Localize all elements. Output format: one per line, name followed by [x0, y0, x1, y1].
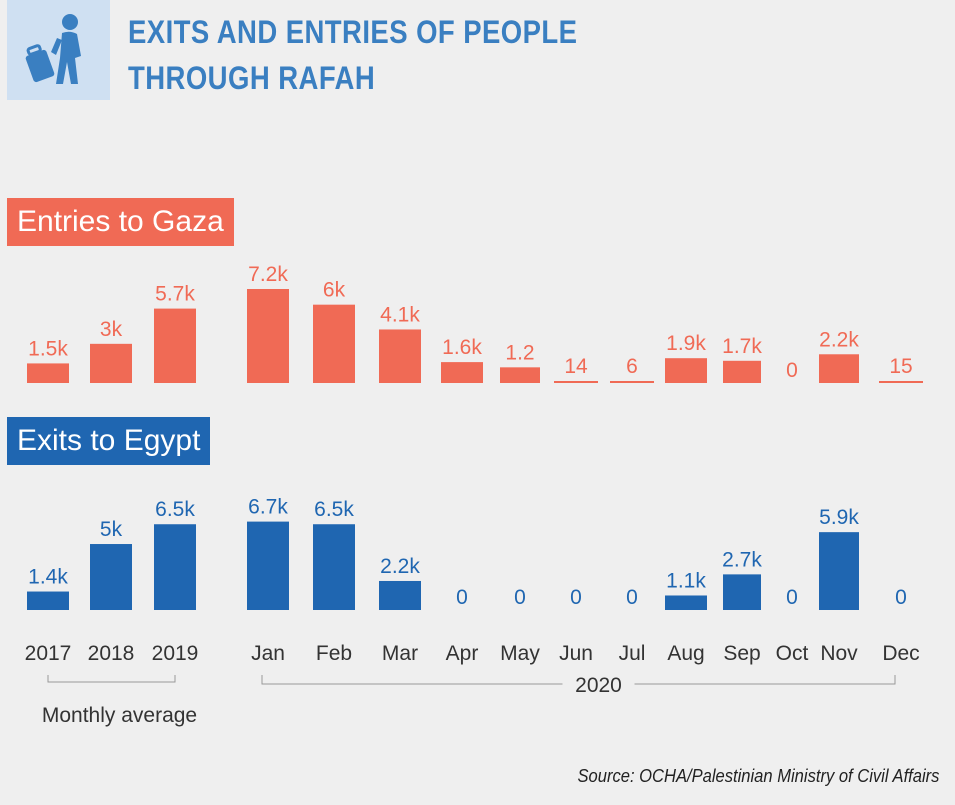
exits-value-label-nov: 5.9k: [819, 506, 859, 529]
exits-value-label-2018: 5k: [100, 518, 123, 541]
entries-value-label-jun: 14: [564, 355, 588, 378]
x-tick-label-jan: Jan: [251, 642, 285, 665]
x-tick-label-nov: Nov: [820, 642, 858, 665]
x-tick-label-mar: Mar: [382, 642, 418, 665]
x-tick-label-2017: 2017: [25, 642, 72, 665]
entries-bar-aug: [665, 358, 707, 383]
exits-value-label-dec: 0: [895, 586, 907, 609]
exits-value-label-2019: 6.5k: [155, 498, 195, 521]
group-label-monthly-average: Monthly average: [42, 704, 197, 727]
entries-bar-jun: [554, 381, 598, 383]
entries-value-label-2018: 3k: [100, 318, 123, 341]
exits-bar-2018: [90, 544, 132, 610]
entries-value-label-dec: 15: [889, 355, 912, 378]
x-tick-label-apr: Apr: [446, 642, 479, 665]
exits-value-label-feb: 6.5k: [314, 498, 354, 521]
entries-value-label-feb: 6k: [323, 279, 346, 302]
exits-bar-mar: [379, 580, 421, 610]
entries-bar-2017: [27, 363, 69, 383]
entries-bar-nov: [819, 354, 859, 383]
entries-bar-2018: [90, 343, 132, 383]
entries-bar-jul: [610, 381, 654, 383]
entries-bar-feb: [313, 304, 355, 383]
entries-value-label-nov: 2.2k: [819, 328, 859, 351]
entries-value-label-aug: 1.9k: [666, 332, 706, 355]
exits-bar-aug: [665, 595, 707, 610]
exits-value-label-sep: 2.7k: [722, 548, 762, 571]
title-line-1: EXITS AND ENTRIES OF PEOPLE: [128, 14, 578, 50]
exits-value-label-oct: 0: [786, 586, 798, 609]
entries-value-label-2019: 5.7k: [155, 283, 195, 306]
exits-bar-jan: [247, 521, 289, 610]
x-tick-label-sep: Sep: [723, 642, 760, 665]
exits-value-label-2017: 1.4k: [28, 566, 68, 589]
traveler-with-luggage-icon: [25, 14, 81, 84]
exits-section-label: Exits to Egypt: [7, 417, 211, 465]
entries-bar-may: [500, 367, 540, 383]
exits-bar-feb: [313, 524, 355, 610]
exits-bar-2019: [154, 524, 196, 610]
exits-bar-2017: [27, 591, 69, 610]
entries-value-label-2017: 1.5k: [28, 337, 68, 360]
exits-value-label-jul: 0: [626, 586, 638, 609]
entries-bar-mar: [379, 329, 421, 383]
exits-value-label-jan: 6.7k: [248, 496, 288, 519]
exits-value-label-aug: 1.1k: [666, 569, 706, 592]
x-tick-label-2019: 2019: [152, 642, 199, 665]
x-tick-label-may: May: [500, 642, 540, 665]
group-label-2020: 2020: [575, 674, 622, 697]
x-tick-label-dec: Dec: [882, 642, 919, 665]
entries-section-label: Entries to Gaza: [7, 198, 234, 246]
exits-bar-sep: [723, 574, 761, 610]
x-tick-label-oct: Oct: [776, 642, 809, 665]
entries-value-label-jan: 7.2k: [248, 263, 288, 286]
entries-bar-apr: [441, 362, 483, 383]
source-note: Source: OCHA/Palestinian Ministry of Civ…: [577, 766, 939, 786]
exits-value-label-jun: 0: [570, 586, 582, 609]
exits-value-label-mar: 2.2k: [380, 555, 420, 578]
x-tick-label-jun: Jun: [559, 642, 593, 665]
entries-value-label-sep: 1.7k: [722, 335, 762, 358]
entries-bar-jan: [247, 289, 289, 383]
title-line-2: THROUGH RAFAH: [128, 60, 376, 96]
exits-value-label-apr: 0: [456, 586, 468, 609]
entries-value-label-mar: 4.1k: [380, 303, 420, 326]
icon-box: [7, 0, 110, 100]
entries-value-label-may: 1.2: [505, 341, 534, 364]
entries-bar-dec: [879, 381, 923, 383]
entries-bar-2019: [154, 308, 196, 383]
x-tick-label-2018: 2018: [88, 642, 135, 665]
x-tick-label-feb: Feb: [316, 642, 352, 665]
x-tick-label-jul: Jul: [619, 642, 646, 665]
entries-value-label-oct: 0: [786, 359, 798, 382]
year-2020-bracket: [261, 675, 896, 685]
exits-bar-nov: [819, 532, 859, 610]
x-tick-label-aug: Aug: [667, 642, 704, 665]
entries-value-label-apr: 1.6k: [442, 336, 482, 359]
exits-value-label-may: 0: [514, 586, 526, 609]
monthly-average-bracket: [47, 675, 176, 683]
entries-value-label-jul: 6: [626, 355, 638, 378]
entries-bar-sep: [723, 360, 761, 383]
